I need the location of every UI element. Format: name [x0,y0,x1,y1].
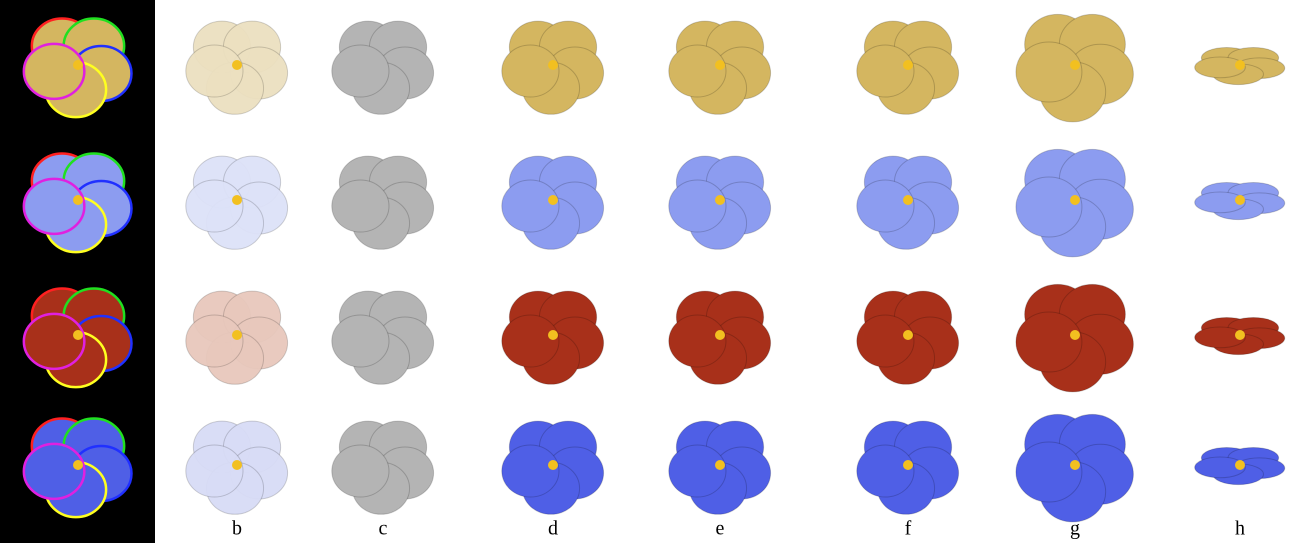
flower [669,291,771,384]
petal [1016,312,1082,372]
flower-center [548,195,558,205]
flower [332,156,434,249]
flower-grid [24,14,1285,522]
petal [669,45,726,97]
column-labels: a b c d e f g h [74,518,1245,540]
petal [857,315,914,367]
petal [24,314,85,369]
petal [186,445,243,497]
figure: a b c d e f g h [0,0,1307,543]
flower [502,291,604,384]
flower [857,21,959,114]
column-label: b [232,518,242,540]
flower-center [548,330,558,340]
petal [332,45,389,97]
petal [332,180,389,232]
flower-center [1070,195,1080,205]
flower-center [715,330,725,340]
petal [1016,42,1082,102]
flower [502,421,604,514]
flower [857,156,959,249]
flower [332,21,434,114]
flower-center [1070,60,1080,70]
flower-center [232,195,242,205]
petal [857,180,914,232]
flower-center [715,195,725,205]
petal [857,45,914,97]
column-label: e [716,518,725,540]
flower-center [1235,60,1245,70]
flower-center [903,60,913,70]
petal [669,445,726,497]
flower [502,21,604,114]
petal [1016,177,1082,237]
column-label: d [548,518,558,540]
flower [332,291,434,384]
flower [1016,14,1133,122]
flower-center [548,60,558,70]
flower-center [232,60,242,70]
flower [1016,149,1133,257]
flower [1016,414,1133,522]
petal [502,445,559,497]
flower [1016,284,1133,392]
petal [24,179,85,234]
flower-center [1070,330,1080,340]
flower [332,421,434,514]
column-label: g [1070,518,1080,540]
column-label: c [379,518,388,540]
petal [332,315,389,367]
petal [1016,442,1082,502]
flower-center [903,330,913,340]
flower-center [232,460,242,470]
petal [186,180,243,232]
flower [857,421,959,514]
column-label: a [74,518,83,540]
flower-center [548,460,558,470]
flower-center [1235,460,1245,470]
petal [24,444,85,499]
petal [857,445,914,497]
flower [857,291,959,384]
flower [186,156,288,249]
petal [502,180,559,232]
petal [186,45,243,97]
petal [332,445,389,497]
flower [1195,318,1285,355]
petal [502,315,559,367]
petal [669,315,726,367]
petal [502,45,559,97]
flower-center [715,60,725,70]
flower [1195,183,1285,220]
column-label: f [905,518,912,540]
flower [502,156,604,249]
flower-center [715,460,725,470]
flower [1195,48,1285,85]
flower [669,21,771,114]
flower-center [232,330,242,340]
petal [24,44,85,99]
flower [669,156,771,249]
flower-center [903,460,913,470]
flower [186,21,288,114]
flower-center [73,330,83,340]
flower-center [1070,460,1080,470]
flower-center [73,195,83,205]
petal [669,180,726,232]
flower [1195,448,1285,485]
flower-center [1235,195,1245,205]
flower [669,421,771,514]
petal [186,315,243,367]
flower-center [1235,330,1245,340]
flower [186,291,288,384]
flower [186,421,288,514]
column-label: h [1235,518,1245,540]
flower-center [903,195,913,205]
flower-center [73,60,83,70]
flower-center [73,460,83,470]
